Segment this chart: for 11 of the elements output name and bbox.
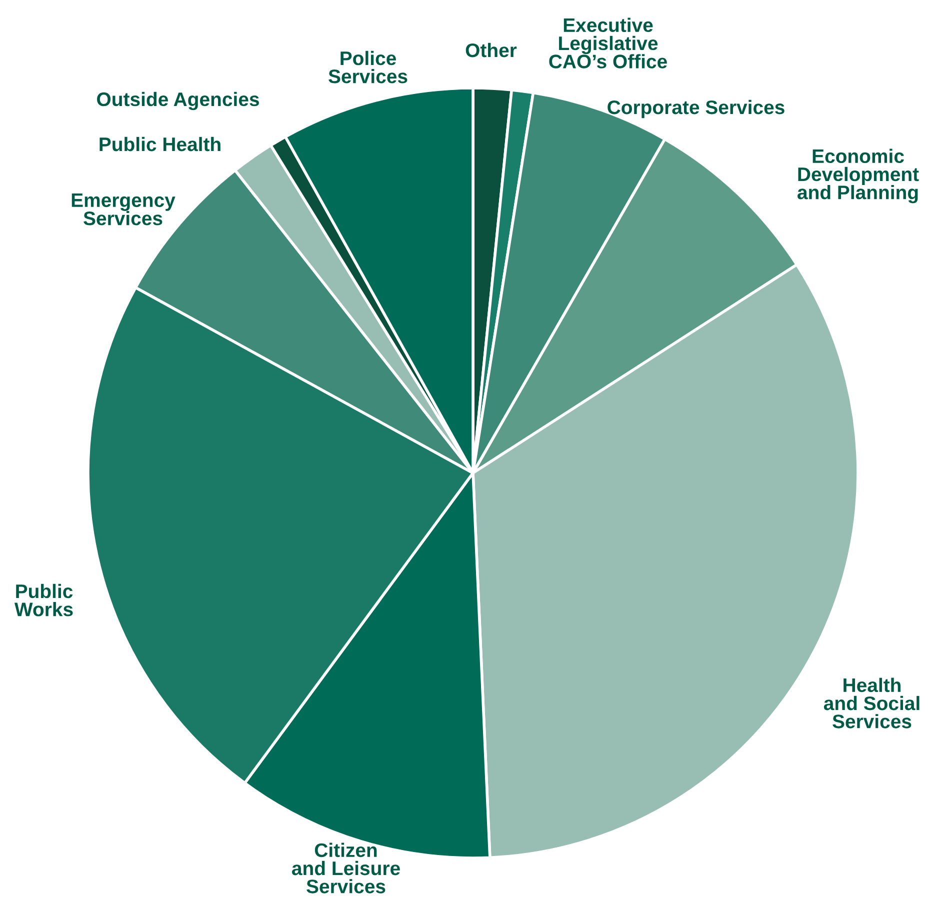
slice-label: Citizen and Leisure Services [292,842,400,894]
slice-label: Executive Legislative CAO’s Office [549,18,667,68]
slice-label: Emergency Services [72,194,176,226]
slice-label: Public Works [14,584,73,616]
slice-label: Public Health [100,136,220,152]
slice-label: Police Services [328,50,408,84]
slice-label: Other [466,42,517,58]
slice-label: Outside Agencies [97,92,259,110]
slice-label: Corporate Services [608,100,784,118]
slice-label: Health and Social Services [824,678,920,728]
slice-label: Economic Development and Planning [798,148,919,204]
